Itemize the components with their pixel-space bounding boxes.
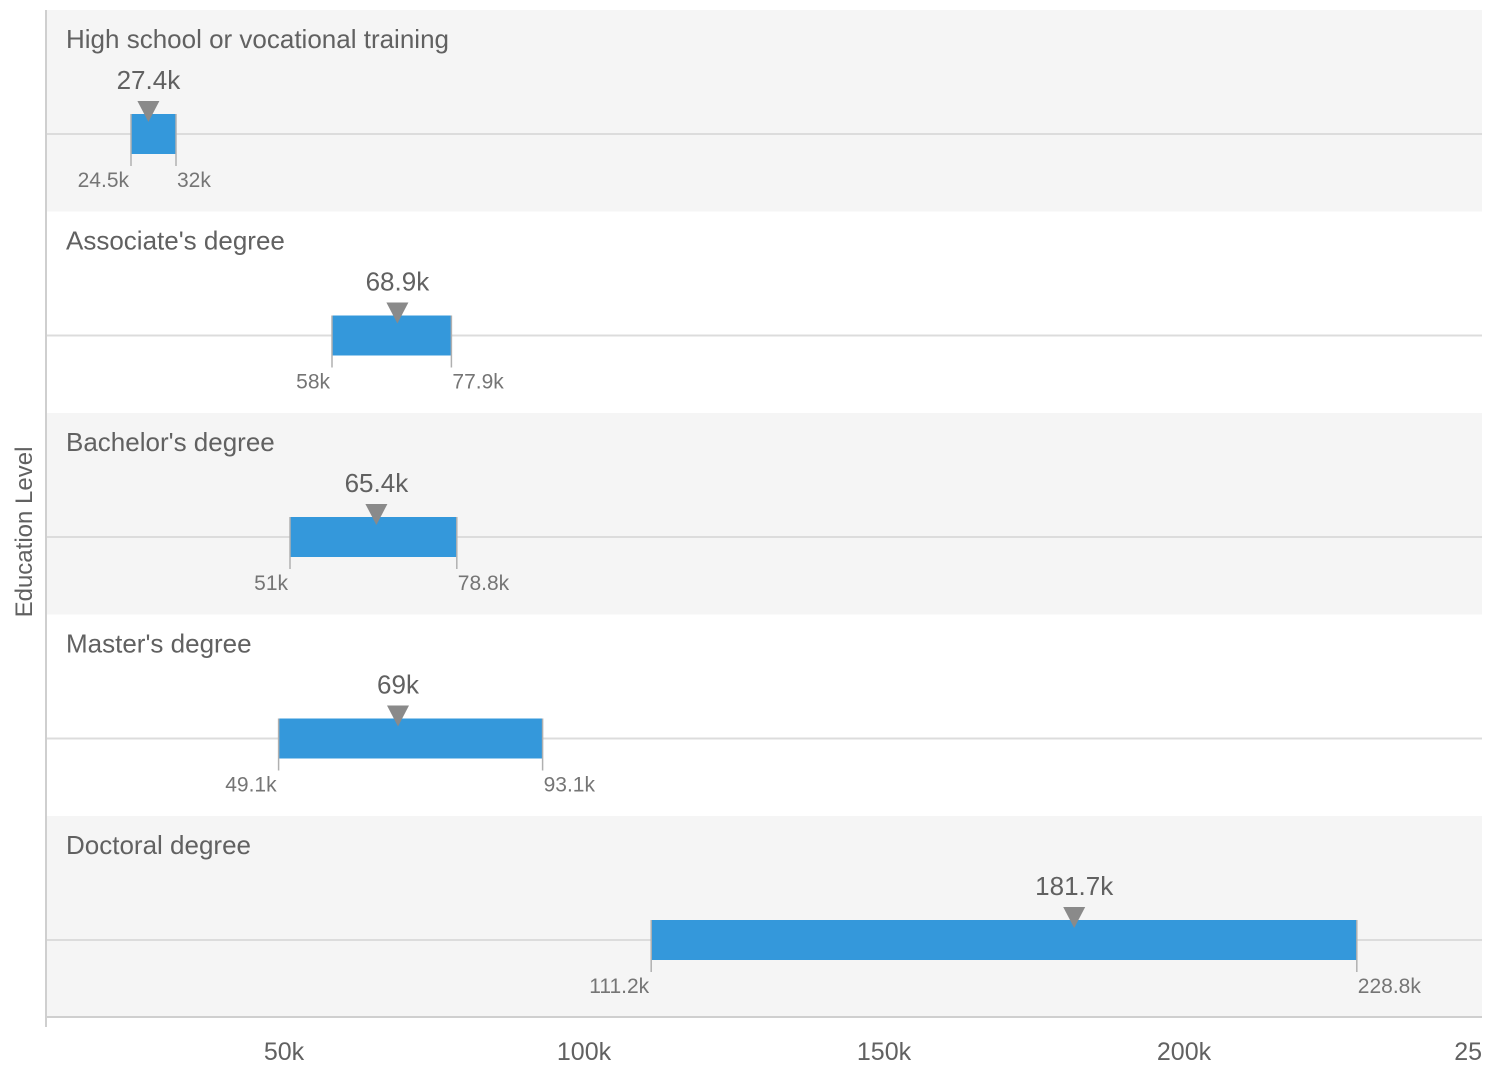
category-label: High school or vocational training [66, 24, 449, 54]
value-label: 65.4k [345, 468, 410, 498]
value-label: 27.4k [117, 65, 182, 95]
x-tick-label: 50k [264, 1038, 305, 1066]
row-band [46, 211, 1482, 413]
category-label: Master's degree [66, 629, 252, 659]
x-tick-label: 100k [557, 1038, 612, 1066]
y-axis-title: Education Level [11, 447, 38, 618]
range-low-label: 49.1k [225, 774, 277, 797]
row-band [46, 10, 1482, 212]
range-high-label: 93.1k [544, 774, 596, 797]
category-label: Bachelor's degree [66, 427, 275, 457]
value-label: 181.7k [1035, 871, 1114, 901]
x-tick-label: 25 [1454, 1038, 1482, 1066]
value-marker [365, 504, 388, 525]
range-high-label: 77.9k [452, 371, 504, 394]
range-bar [131, 114, 176, 154]
x-tick-label: 150k [857, 1038, 912, 1066]
row-band [46, 614, 1482, 816]
row-bands [46, 10, 1482, 1018]
data-labels: High school or vocational training 27.4k 2… [66, 24, 1421, 998]
value-label: 68.9k [366, 267, 431, 297]
x-tick-label: 200k [1157, 1038, 1212, 1066]
range-high-label: 78.8k [458, 572, 510, 595]
value-marker [386, 302, 409, 324]
x-axis: 50k 100k 150k 200k 25 [45, 10, 1482, 1066]
range-high-label: 228.8k [1358, 975, 1422, 998]
range-bars [130, 101, 1358, 972]
row-band [46, 816, 1482, 1018]
value-label: 69k [377, 670, 420, 700]
value-marker [137, 101, 160, 122]
range-low-label: 51k [254, 572, 288, 595]
range-low-label: 24.5k [78, 169, 130, 192]
range-low-label: 111.2k [589, 975, 649, 998]
range-low-label: 58k [296, 371, 330, 394]
category-label: Associate's degree [66, 226, 285, 256]
range-bar [332, 315, 452, 356]
range-bar [290, 517, 457, 557]
range-high-label: 32k [177, 169, 211, 192]
row-band [46, 413, 1482, 615]
range-bar [278, 718, 543, 759]
value-marker [387, 705, 409, 727]
range-bar [651, 920, 1357, 960]
value-marker [1063, 907, 1086, 928]
category-label: Doctoral degree [66, 830, 251, 860]
